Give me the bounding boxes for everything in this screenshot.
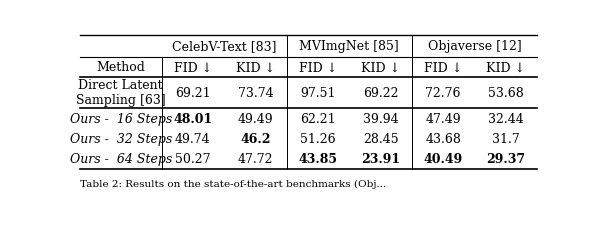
Text: 23.91: 23.91 bbox=[361, 153, 400, 165]
Text: Method: Method bbox=[96, 61, 145, 74]
Text: 50.27: 50.27 bbox=[175, 153, 211, 165]
Text: 43.85: 43.85 bbox=[299, 153, 338, 165]
Text: Ours -  16 Steps: Ours - 16 Steps bbox=[70, 112, 172, 125]
Text: 31.7: 31.7 bbox=[492, 132, 520, 145]
Text: KID ↓: KID ↓ bbox=[236, 61, 275, 74]
Text: KID ↓: KID ↓ bbox=[486, 61, 526, 74]
Text: 49.74: 49.74 bbox=[175, 132, 211, 145]
Text: 46.2: 46.2 bbox=[240, 132, 271, 145]
Text: 97.51: 97.51 bbox=[300, 86, 336, 99]
Text: Direct Latent
Sampling [63]: Direct Latent Sampling [63] bbox=[76, 79, 166, 107]
Text: 32.44: 32.44 bbox=[488, 112, 524, 125]
Text: 40.49: 40.49 bbox=[424, 153, 463, 165]
Text: 43.68: 43.68 bbox=[425, 132, 461, 145]
Text: 69.22: 69.22 bbox=[363, 86, 399, 99]
Text: Ours -  64 Steps: Ours - 64 Steps bbox=[70, 153, 172, 165]
Text: 53.68: 53.68 bbox=[488, 86, 524, 99]
Text: Ours -  32 Steps: Ours - 32 Steps bbox=[70, 132, 172, 145]
Text: 39.94: 39.94 bbox=[363, 112, 399, 125]
Text: 51.26: 51.26 bbox=[300, 132, 336, 145]
Text: 69.21: 69.21 bbox=[175, 86, 211, 99]
Text: CelebV-Text [83]: CelebV-Text [83] bbox=[172, 40, 276, 53]
Text: 28.45: 28.45 bbox=[363, 132, 399, 145]
Text: 62.21: 62.21 bbox=[300, 112, 336, 125]
Text: Objaverse [12]: Objaverse [12] bbox=[427, 40, 521, 53]
Text: 48.01: 48.01 bbox=[173, 112, 213, 125]
Text: FID ↓: FID ↓ bbox=[424, 61, 462, 74]
Text: 47.72: 47.72 bbox=[238, 153, 273, 165]
Text: Table 2: Results on the state-of-the-art benchmarks (Obj...: Table 2: Results on the state-of-the-art… bbox=[80, 180, 386, 189]
Text: FID ↓: FID ↓ bbox=[174, 61, 212, 74]
Text: KID ↓: KID ↓ bbox=[361, 61, 400, 74]
Text: 72.76: 72.76 bbox=[426, 86, 461, 99]
Text: 73.74: 73.74 bbox=[238, 86, 273, 99]
Text: FID ↓: FID ↓ bbox=[299, 61, 337, 74]
Text: 47.49: 47.49 bbox=[426, 112, 461, 125]
Text: 49.49: 49.49 bbox=[238, 112, 273, 125]
Text: 29.37: 29.37 bbox=[486, 153, 526, 165]
Text: MVImgNet [85]: MVImgNet [85] bbox=[299, 40, 399, 53]
